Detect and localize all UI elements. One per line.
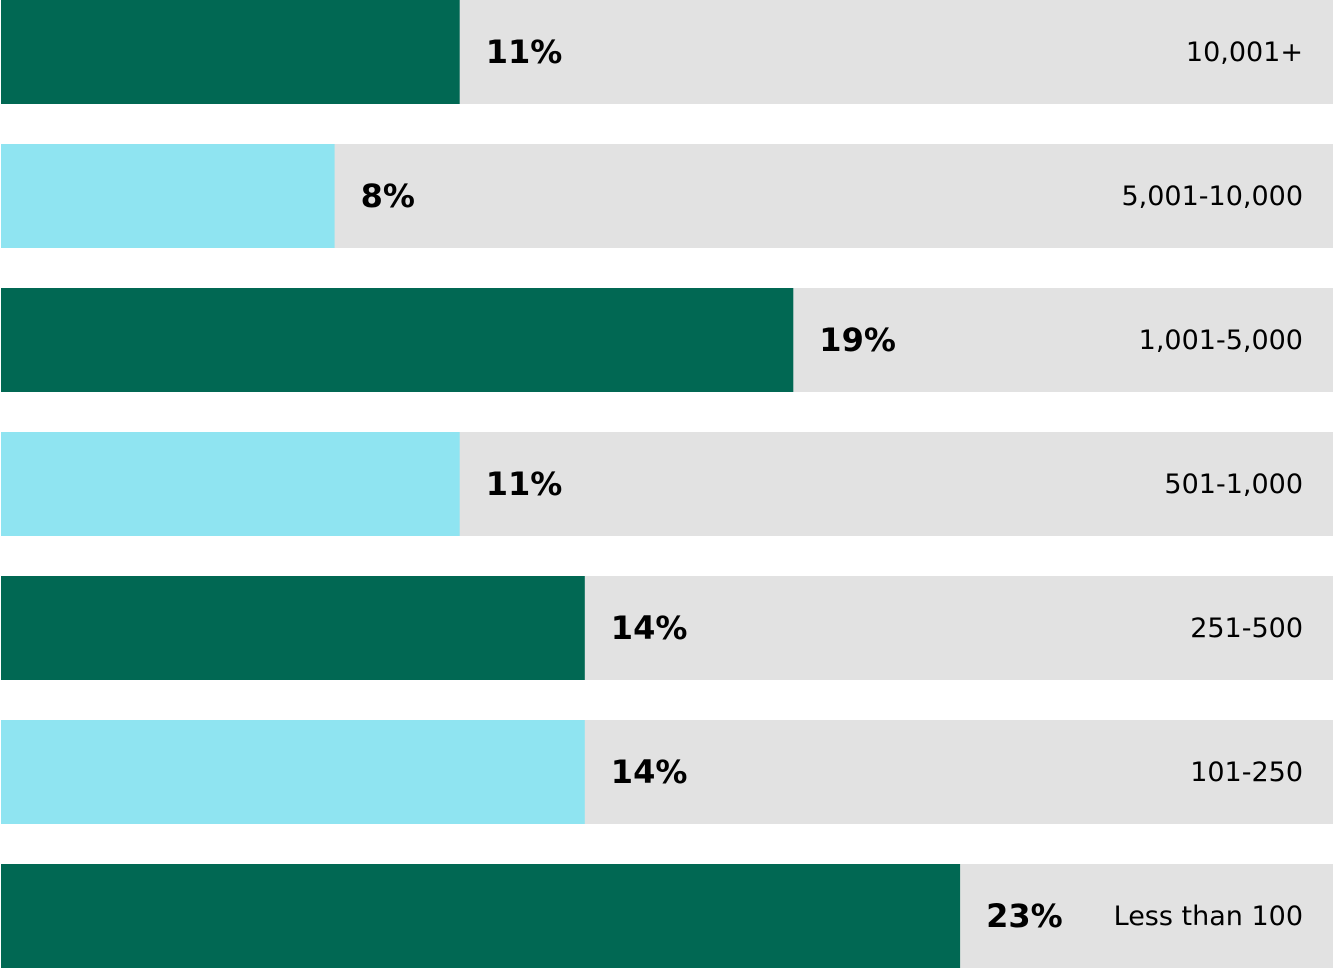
- value-label: 14%: [611, 753, 688, 791]
- bar-less-than-100: [1, 864, 961, 968]
- category-label: 251-500: [1190, 613, 1303, 644]
- bar-row: 19% 1,001-5,000: [1, 288, 1333, 392]
- bar-10-001: [1, 0, 460, 104]
- value-label: 8%: [361, 177, 415, 215]
- bar-row: 14% 101-250: [1, 720, 1333, 824]
- value-label: 14%: [611, 609, 688, 647]
- bar-501-1-000: [1, 432, 460, 536]
- bar-row: 11% 501-1,000: [1, 432, 1333, 536]
- bar-101-250: [1, 720, 585, 824]
- category-label: 5,001-10,000: [1121, 181, 1303, 212]
- bar-row: 8% 5,001-10,000: [1, 144, 1333, 248]
- bar-row: 14% 251-500: [1, 576, 1333, 680]
- bar-1-001-5-000: [1, 288, 794, 392]
- value-label: 11%: [486, 465, 563, 503]
- category-label: Less than 100: [1114, 901, 1303, 932]
- bar-row: 23% Less than 100: [1, 864, 1333, 968]
- category-label: 101-250: [1190, 757, 1303, 788]
- bar-row: 11% 10,001+: [1, 0, 1333, 104]
- value-label: 23%: [986, 897, 1063, 935]
- bar-5-001-10-000: [1, 144, 335, 248]
- value-label: 11%: [486, 33, 563, 71]
- category-label: 10,001+: [1186, 37, 1303, 68]
- category-label: 501-1,000: [1164, 469, 1303, 500]
- bar-251-500: [1, 576, 585, 680]
- category-label: 1,001-5,000: [1139, 325, 1303, 356]
- value-label: 19%: [819, 321, 896, 359]
